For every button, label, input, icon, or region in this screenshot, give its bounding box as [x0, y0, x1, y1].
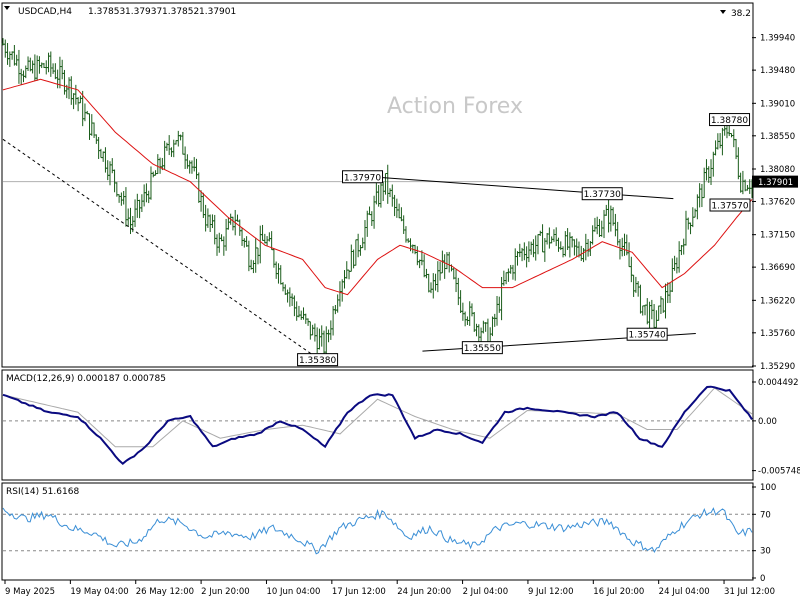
symbol-title: USDCAD,H4 [18, 7, 72, 17]
header-open: 1.37853 [88, 7, 125, 17]
date-axis-label: 24 Jul 04:00 [659, 587, 710, 597]
price-label: 1.38780 [711, 116, 748, 126]
price-label-box [297, 353, 339, 367]
scroll-arrow-icon[interactable] [720, 10, 726, 14]
price-axis-label: 1.38080 [760, 165, 795, 175]
price-label-box [626, 327, 668, 341]
date-axis-label: 19 May 04:00 [70, 587, 128, 597]
corner-value: 38.2 [731, 9, 751, 19]
macd-axis-label: 0.004492 [758, 378, 799, 388]
price-label-box [342, 170, 384, 184]
price-axis-label: 1.38550 [760, 132, 795, 142]
header-high: 1.37937 [125, 7, 162, 17]
date-axis-label: 31 Jul 12:00 [724, 587, 775, 597]
macd-pane-frame [1, 369, 754, 481]
price-label: 1.37730 [584, 190, 621, 200]
price-label-box [709, 113, 751, 127]
date-axis-label: 16 Jul 20:00 [593, 587, 644, 597]
price-axis-label: 1.37620 [760, 197, 795, 207]
price-label: 1.35550 [464, 344, 501, 354]
date-axis-label: 24 Jun 20:00 [397, 587, 451, 597]
macd-axis-label: 0.00 [758, 417, 777, 427]
price-label: 1.37970 [344, 173, 381, 183]
date-axis-label: 9 Jul 12:00 [528, 587, 574, 597]
price-axis-label: 1.39480 [760, 66, 795, 76]
price-label-box [461, 341, 503, 355]
price-axis-label: 1.39940 [760, 34, 795, 44]
macd-title: MACD(12,26,9) 0.000187 0.000785 [6, 374, 166, 384]
price-label: 1.35380 [299, 356, 336, 366]
price-label-box [709, 198, 751, 212]
current-price-label: 1.37901 [758, 178, 793, 188]
rsi-axis-label: 100 [760, 483, 776, 493]
date-axis-label: 17 Jun 12:00 [332, 587, 386, 597]
price-axis-label: 1.35760 [760, 329, 795, 339]
macd-signal-line [2, 387, 753, 448]
price-label-box [581, 187, 623, 201]
rsi-axis-label: 30 [760, 547, 771, 557]
rsi-title: RSI(14) 51.6168 [6, 487, 79, 497]
price-axis-label: 1.35290 [760, 362, 795, 372]
rsi-axis-label: 0 [760, 574, 765, 584]
price-axis-label: 1.39010 [760, 99, 795, 109]
price-axis-label: 1.36690 [760, 263, 795, 273]
header-close: 1.37901 [199, 7, 236, 17]
header-low: 1.37852 [162, 7, 199, 17]
rsi-pane-frame [1, 482, 754, 581]
date-axis-label: 2 Jun 20:00 [201, 587, 250, 597]
current-price-box [752, 175, 798, 188]
date-axis-label: 2 Jul 04:00 [463, 587, 509, 597]
price-label: 1.37570 [711, 202, 748, 212]
trendline [2, 138, 318, 359]
watermark: Action Forex [387, 94, 523, 119]
date-axis-label: 9 May 2025 [5, 587, 55, 597]
rsi-line [2, 507, 753, 555]
moving-average-line [2, 78, 753, 296]
collapse-arrow-icon[interactable] [4, 6, 10, 10]
price-axis-label: 1.36220 [760, 296, 795, 306]
price-label: 1.35740 [629, 331, 666, 341]
macd-main-line [2, 385, 753, 466]
date-axis-label: 10 Jun 04:00 [266, 587, 320, 597]
price-axis-label: 1.37150 [760, 231, 795, 241]
macd-axis-label: -0.005748 [758, 467, 800, 477]
trendline [369, 176, 674, 200]
date-axis-label: 26 May 12:00 [136, 587, 194, 597]
rsi-axis-label: 70 [760, 510, 771, 520]
